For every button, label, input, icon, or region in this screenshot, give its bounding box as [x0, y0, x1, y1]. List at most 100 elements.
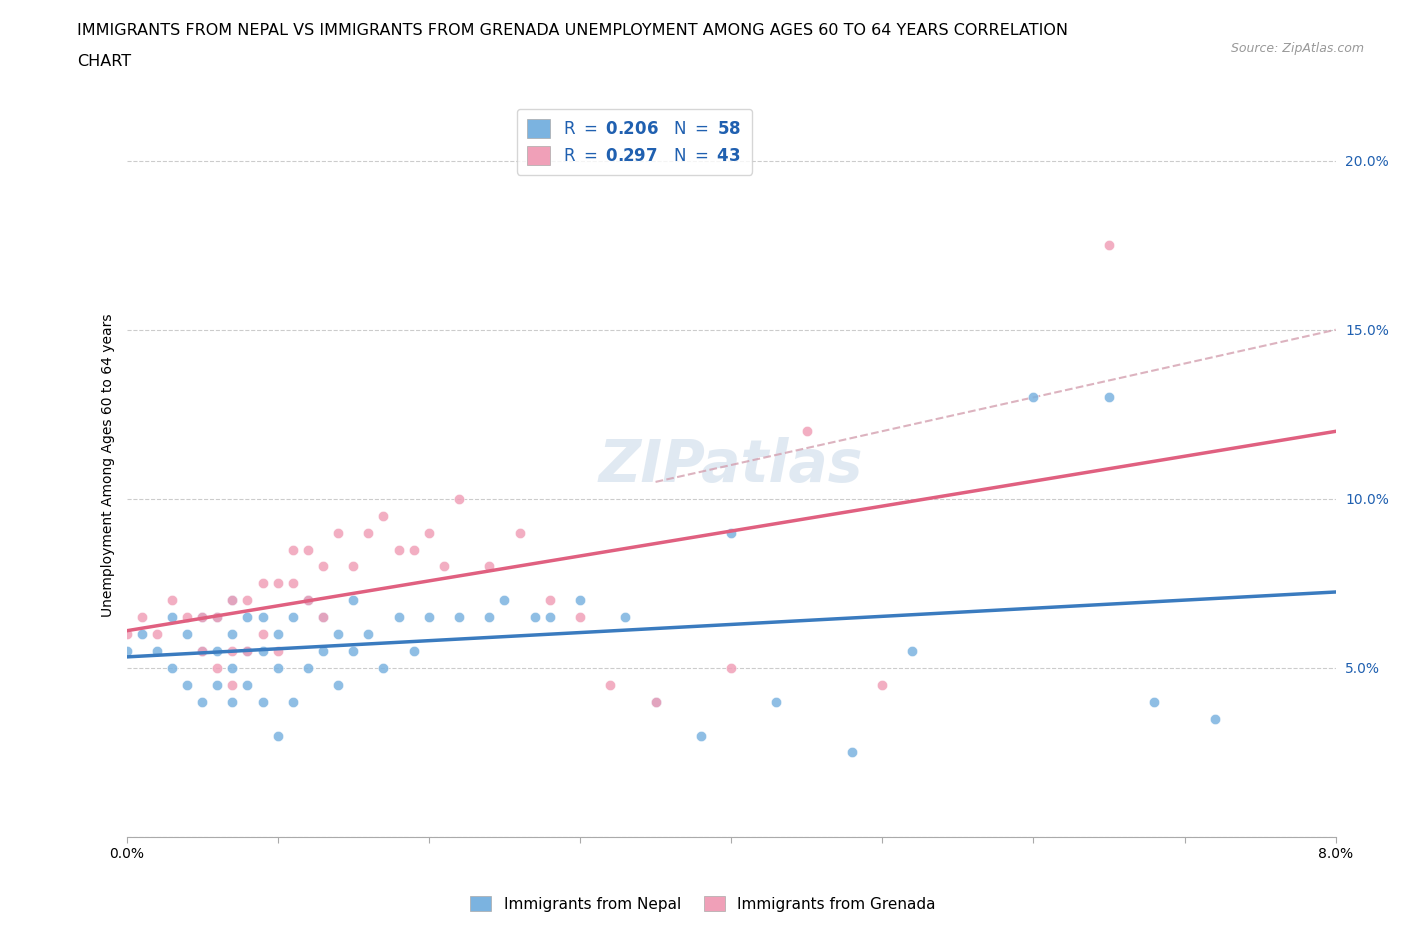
Point — [720, 660, 742, 675]
Point — [191, 644, 214, 658]
Point — [205, 610, 228, 625]
Point — [191, 644, 214, 658]
Point — [447, 491, 470, 506]
Point — [373, 660, 395, 675]
Point — [281, 542, 304, 557]
Point — [418, 610, 440, 625]
Point — [447, 610, 470, 625]
Point — [160, 610, 183, 625]
Point — [252, 576, 274, 591]
Text: IMMIGRANTS FROM NEPAL VS IMMIGRANTS FROM GRENADA UNEMPLOYMENT AMONG AGES 60 TO 6: IMMIGRANTS FROM NEPAL VS IMMIGRANTS FROM… — [77, 23, 1069, 38]
Point — [644, 695, 666, 710]
Point — [267, 728, 290, 743]
Point — [326, 525, 350, 540]
Point — [146, 644, 169, 658]
Point — [523, 610, 546, 625]
Point — [160, 592, 183, 607]
Text: CHART: CHART — [77, 54, 131, 69]
Point — [115, 627, 138, 642]
Point — [901, 644, 924, 658]
Point — [312, 610, 335, 625]
Point — [191, 695, 214, 710]
Point — [720, 525, 742, 540]
Point — [176, 610, 198, 625]
Point — [478, 610, 501, 625]
Point — [689, 728, 711, 743]
Point — [357, 525, 380, 540]
Point — [221, 644, 243, 658]
Y-axis label: Unemployment Among Ages 60 to 64 years: Unemployment Among Ages 60 to 64 years — [101, 313, 115, 617]
Point — [267, 644, 290, 658]
Point — [402, 644, 425, 658]
Point — [342, 644, 364, 658]
Point — [281, 610, 304, 625]
Point — [326, 627, 350, 642]
Point — [509, 525, 531, 540]
Point — [1022, 390, 1045, 405]
Point — [131, 610, 153, 625]
Point — [221, 677, 243, 692]
Point — [357, 627, 380, 642]
Point — [796, 424, 818, 439]
Point — [236, 592, 259, 607]
Point — [146, 627, 169, 642]
Point — [205, 644, 228, 658]
Point — [191, 610, 214, 625]
Point — [205, 610, 228, 625]
Legend: Immigrants from Nepal, Immigrants from Grenada: Immigrants from Nepal, Immigrants from G… — [464, 889, 942, 918]
Point — [252, 627, 274, 642]
Point — [872, 677, 894, 692]
Point — [538, 610, 561, 625]
Point — [433, 559, 456, 574]
Point — [297, 592, 319, 607]
Point — [221, 592, 243, 607]
Point — [326, 677, 350, 692]
Point — [267, 576, 290, 591]
Point — [478, 559, 501, 574]
Point — [252, 695, 274, 710]
Point — [191, 610, 214, 625]
Point — [221, 660, 243, 675]
Point — [418, 525, 440, 540]
Point — [599, 677, 621, 692]
Text: Source: ZipAtlas.com: Source: ZipAtlas.com — [1230, 42, 1364, 55]
Point — [115, 644, 138, 658]
Point — [205, 660, 228, 675]
Point — [568, 610, 592, 625]
Point — [342, 559, 364, 574]
Point — [221, 695, 243, 710]
Point — [765, 695, 787, 710]
Point — [252, 610, 274, 625]
Point — [297, 542, 319, 557]
Point — [1204, 711, 1226, 726]
Point — [342, 592, 364, 607]
Point — [388, 610, 411, 625]
Text: ZIPatlas: ZIPatlas — [599, 436, 863, 494]
Point — [221, 592, 243, 607]
Point — [644, 695, 666, 710]
Point — [494, 592, 516, 607]
Point — [388, 542, 411, 557]
Point — [236, 677, 259, 692]
Point — [297, 592, 319, 607]
Point — [1098, 390, 1121, 405]
Point — [267, 660, 290, 675]
Point — [267, 627, 290, 642]
Point — [236, 610, 259, 625]
Point — [281, 576, 304, 591]
Point — [373, 509, 395, 524]
Point — [236, 644, 259, 658]
Legend: $\mathregular{R\ =\ }$$\mathbf{0.206}$$\mathregular{\ \ \ N\ =\ }$$\mathbf{58}$,: $\mathregular{R\ =\ }$$\mathbf{0.206}$$\… — [517, 109, 752, 175]
Point — [205, 677, 228, 692]
Point — [281, 695, 304, 710]
Point — [297, 660, 319, 675]
Point — [538, 592, 561, 607]
Point — [1143, 695, 1166, 710]
Point — [176, 627, 198, 642]
Point — [236, 644, 259, 658]
Point — [402, 542, 425, 557]
Point — [252, 644, 274, 658]
Point — [312, 610, 335, 625]
Point — [841, 745, 863, 760]
Point — [312, 559, 335, 574]
